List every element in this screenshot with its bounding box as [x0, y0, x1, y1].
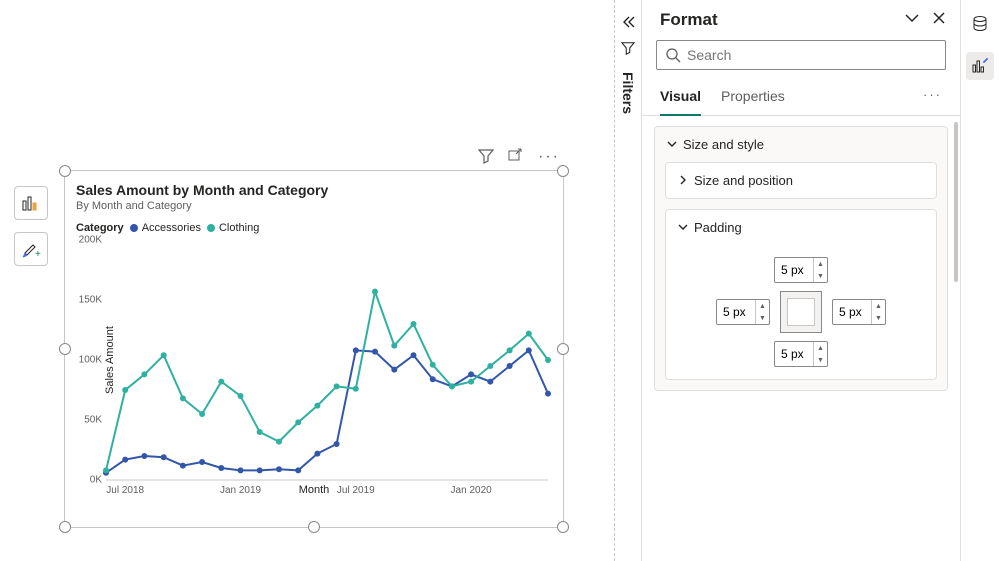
spinner-up-icon[interactable]: ▲ [756, 300, 769, 312]
subsection-label: Padding [694, 220, 742, 235]
section-size-and-style[interactable]: Size and style Size and position Padding [654, 126, 948, 391]
more-options-icon[interactable]: ··· [538, 148, 560, 169]
svg-text:+: + [35, 249, 41, 259]
spinner-up-icon[interactable]: ▲ [814, 258, 827, 270]
padding-preview-box [780, 291, 822, 333]
right-rail [961, 0, 999, 561]
format-visual-button[interactable]: + [14, 232, 48, 266]
format-pane-title: Format [660, 10, 718, 30]
format-search[interactable] [656, 40, 946, 70]
search-icon [665, 47, 681, 63]
padding-editor: ▲▼ ▲▼ ▲▼ [666, 245, 936, 379]
expand-filters-icon[interactable] [620, 14, 636, 33]
format-pane: Format Visual Properties ··· [641, 0, 961, 561]
spinner-up-icon[interactable]: ▲ [872, 300, 885, 312]
spinner-down-icon[interactable]: ▼ [756, 312, 769, 324]
spinner-down-icon[interactable]: ▼ [814, 270, 827, 282]
padding-left-input[interactable]: ▲▼ [716, 299, 770, 325]
chart-visual[interactable]: ··· Sales Amount by Month and Category B… [64, 170, 564, 528]
filter-icon[interactable] [478, 148, 494, 169]
chevron-down-icon[interactable] [904, 11, 920, 30]
filters-icon [621, 41, 635, 58]
subsection-padding[interactable]: Padding ▲▼ ▲▼ [665, 209, 937, 380]
chevron-right-icon [678, 173, 688, 188]
data-pane-button[interactable] [966, 10, 994, 38]
padding-top-input[interactable]: ▲▼ [774, 257, 828, 283]
tabs-more-icon[interactable]: ··· [923, 87, 942, 110]
chart-plot-area: Sales Amount 0K50K100K150K200KJul 2018Ja… [106, 240, 548, 480]
format-pane-button[interactable] [966, 52, 994, 80]
spinner-down-icon[interactable]: ▼ [814, 354, 827, 366]
report-canvas[interactable]: + ··· Sales Amount by Month and Category… [0, 0, 614, 561]
subsection-size-and-position[interactable]: Size and position [665, 162, 937, 199]
chart-subtitle: By Month and Category [70, 198, 558, 222]
tab-visual[interactable]: Visual [660, 82, 701, 116]
chart-title: Sales Amount by Month and Category [70, 176, 558, 198]
spinner-down-icon[interactable]: ▼ [872, 312, 885, 324]
close-icon[interactable] [932, 11, 946, 30]
padding-bottom-input[interactable]: ▲▼ [774, 341, 828, 367]
filters-pane-collapsed[interactable]: Filters [615, 0, 641, 561]
chevron-down-icon [667, 137, 677, 152]
chart-legend: Category Accessories Clothing [70, 222, 558, 240]
filters-label: Filters [620, 72, 636, 114]
tab-properties[interactable]: Properties [721, 82, 785, 116]
focus-mode-icon[interactable] [508, 148, 524, 169]
spinner-up-icon[interactable]: ▲ [814, 342, 827, 354]
chevron-down-icon [678, 220, 688, 235]
search-input[interactable] [687, 47, 937, 63]
scrollbar[interactable] [954, 122, 958, 282]
subsection-label: Size and position [694, 173, 793, 188]
padding-right-input[interactable]: ▲▼ [832, 299, 886, 325]
build-visual-button[interactable] [14, 186, 48, 220]
section-label: Size and style [683, 137, 764, 152]
